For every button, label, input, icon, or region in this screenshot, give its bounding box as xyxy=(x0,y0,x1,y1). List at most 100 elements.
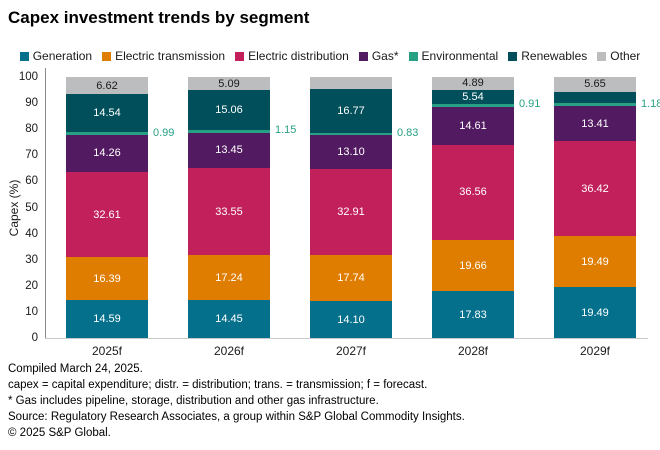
segment-value-label: 33.55 xyxy=(215,205,243,218)
legend-swatch-icon xyxy=(102,51,112,61)
bar-segment: 5.65 xyxy=(554,77,636,92)
segment-value-label: 6.62 xyxy=(96,79,118,92)
segment-value-label: 14.54 xyxy=(93,107,121,120)
chart-legend: Generation Electric transmission Electric … xyxy=(0,49,660,63)
x-axis-category-label: 2025f xyxy=(91,344,123,358)
bar-segment: 14.45 xyxy=(188,300,270,338)
legend-item: Renewables xyxy=(508,49,587,63)
bar-segment: 13.41 xyxy=(554,106,636,142)
bar-segment: 32.91 xyxy=(310,169,392,255)
legend-label: Other xyxy=(610,49,641,63)
bar-segment: 14.54 xyxy=(66,94,148,133)
legend-item: Electric distribution xyxy=(235,49,349,63)
segment-value-label: 19.49 xyxy=(581,255,609,268)
segment-value-label: 19.49 xyxy=(581,306,609,319)
bar-segment: 17.24 xyxy=(188,255,270,301)
segment-value-label: 13.41 xyxy=(581,117,609,130)
legend-swatch-icon xyxy=(597,51,607,61)
legend-item: Gas* xyxy=(358,49,399,63)
bar-segment xyxy=(554,91,636,104)
segment-value-label: 16.77 xyxy=(337,104,365,117)
segment-value-label: 17.74 xyxy=(337,272,365,285)
footnote-line: * Gas includes pipeline, storage, distri… xyxy=(8,395,379,407)
segment-value-label: 14.59 xyxy=(93,312,121,325)
segment-value-label: 17.83 xyxy=(459,308,487,321)
legend-swatch-icon xyxy=(508,51,518,61)
segment-value-label: 13.45 xyxy=(215,144,243,157)
footnote-line: capex = capital expenditure; distr. = di… xyxy=(8,379,428,391)
segment-value-label: 5.65 xyxy=(584,78,606,91)
bar-segment xyxy=(310,132,392,135)
bar-segment: 13.10 xyxy=(310,134,392,169)
legend-swatch-icon xyxy=(358,51,368,61)
bar-segment: 17.83 xyxy=(432,291,514,338)
legend-swatch-icon xyxy=(408,51,418,61)
segment-value-label: 4.89 xyxy=(462,77,484,90)
legend-item: Electric transmission xyxy=(102,49,225,63)
bar-segment: 19.66 xyxy=(432,240,514,292)
footnote-line: © 2025 S&P Global. xyxy=(8,427,111,439)
segment-value-label: 36.56 xyxy=(459,186,487,199)
segment-value-label: 15.06 xyxy=(215,103,243,116)
segment-value-label: 32.61 xyxy=(93,208,121,221)
bar-segment: 14.10 xyxy=(310,301,392,338)
y-tick-label: 60 xyxy=(25,175,38,188)
legend-label: Renewables xyxy=(521,49,588,63)
y-tick-label: 0 xyxy=(31,332,38,344)
x-axis-category-label: 2026f xyxy=(213,344,245,358)
bar-segment: 16.77 xyxy=(310,88,392,133)
bar-segment: 36.56 xyxy=(432,144,514,241)
bar-segment: 19.49 xyxy=(554,236,636,288)
y-tick-label: 100 xyxy=(18,71,38,83)
bar-segment: 14.61 xyxy=(432,106,514,145)
legend-label: Gas* xyxy=(371,49,399,63)
bar-segment xyxy=(310,77,392,89)
segment-value-label: 13.10 xyxy=(337,145,365,158)
environmental-value-label: 0.83 xyxy=(397,126,419,139)
x-axis-category-label: 2028f xyxy=(457,344,489,358)
segment-value-label: 32.91 xyxy=(337,205,365,218)
y-tick-label: 40 xyxy=(25,227,38,240)
segment-value-label: 19.66 xyxy=(459,259,487,272)
footnotes: Compiled March 24, 2025. capex = capital … xyxy=(8,361,656,441)
bar-segment xyxy=(432,104,514,107)
legend-item: Other xyxy=(597,49,640,63)
bar-segment: 5.09 xyxy=(188,77,270,91)
legend-item: Generation xyxy=(19,49,92,63)
chart-title: Capex investment trends by segment xyxy=(8,8,310,27)
bar-segment: 14.59 xyxy=(66,299,148,338)
bar-segment xyxy=(554,103,636,107)
bar-segment: 15.06 xyxy=(188,90,270,130)
bar-segment: 19.49 xyxy=(554,287,636,338)
bar-segment: 32.61 xyxy=(66,172,148,258)
y-tick-label: 90 xyxy=(25,97,38,110)
legend-label: Environmental xyxy=(421,49,499,63)
bar-segment: 36.42 xyxy=(554,141,636,237)
legend-swatch-icon xyxy=(235,51,245,61)
segment-value-label: 16.39 xyxy=(93,272,121,285)
legend-label: Electric distribution xyxy=(248,49,349,63)
segment-value-label: 36.42 xyxy=(581,182,609,195)
environmental-value-label: 0.91 xyxy=(519,98,541,111)
footnote-line: Source: Regulatory Research Associates, … xyxy=(8,411,465,423)
segment-value-label: 5.54 xyxy=(462,90,484,103)
segment-value-label: 14.61 xyxy=(459,119,487,132)
segment-value-label: 14.45 xyxy=(215,313,243,326)
footnote-line: Compiled March 24, 2025. xyxy=(8,363,143,375)
segment-value-label: 5.09 xyxy=(218,77,240,90)
y-tick-label: 20 xyxy=(25,279,38,292)
bar-segment: 17.74 xyxy=(310,254,392,302)
segment-value-label: 14.10 xyxy=(337,313,365,326)
bar-segment xyxy=(188,129,270,133)
y-tick-label: 80 xyxy=(25,123,38,136)
y-tick-label: 10 xyxy=(25,305,38,318)
y-tick-label: 30 xyxy=(25,253,38,266)
environmental-value-label: 0.99 xyxy=(153,126,175,139)
bar-segment: 16.39 xyxy=(66,257,148,300)
bar-segment: 14.26 xyxy=(66,134,148,172)
segment-value-label: 14.26 xyxy=(93,147,121,160)
y-axis-line xyxy=(45,68,46,339)
bar-segment xyxy=(66,132,148,135)
bar-segment: 33.55 xyxy=(188,167,270,256)
